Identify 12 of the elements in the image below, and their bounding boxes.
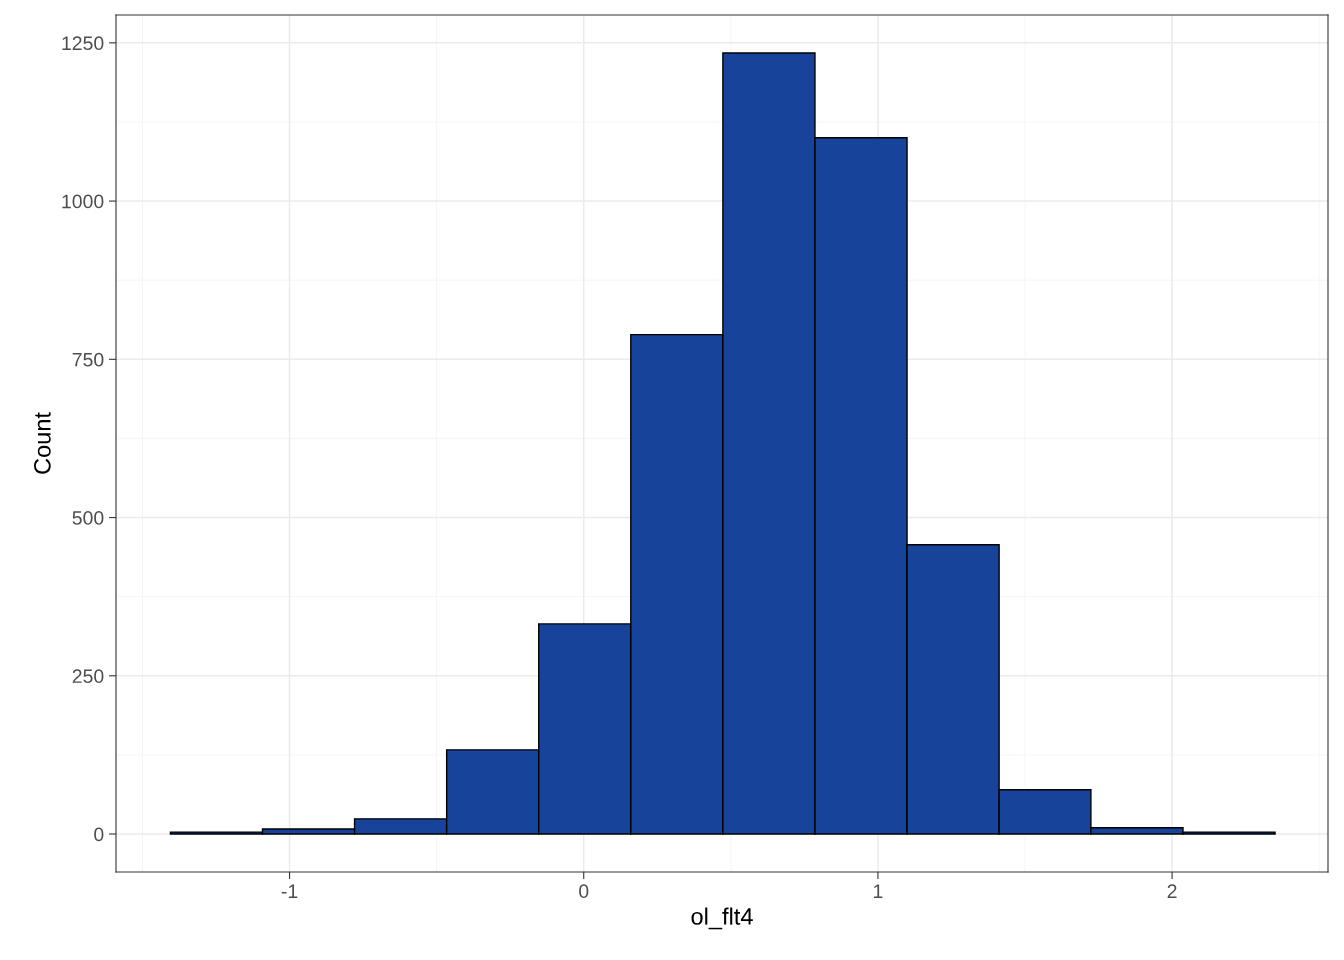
x-tick-label: 2: [1167, 884, 1177, 898]
x-tick-label: 0: [579, 884, 589, 899]
y-tick-label: 0: [94, 827, 104, 842]
y-axis-title: Count: [34, 412, 51, 474]
x-tick-label: -1: [281, 884, 298, 898]
x-axis-title: ol_flt4: [691, 907, 753, 930]
x-tick-label: 1: [873, 884, 883, 898]
y-tick-label: 750: [72, 352, 104, 367]
y-tick-label: 500: [72, 511, 104, 525]
y-tick-label: 1250: [62, 36, 104, 51]
y-tick-label: 1000: [62, 194, 104, 209]
y-tick-label: 250: [72, 669, 104, 684]
